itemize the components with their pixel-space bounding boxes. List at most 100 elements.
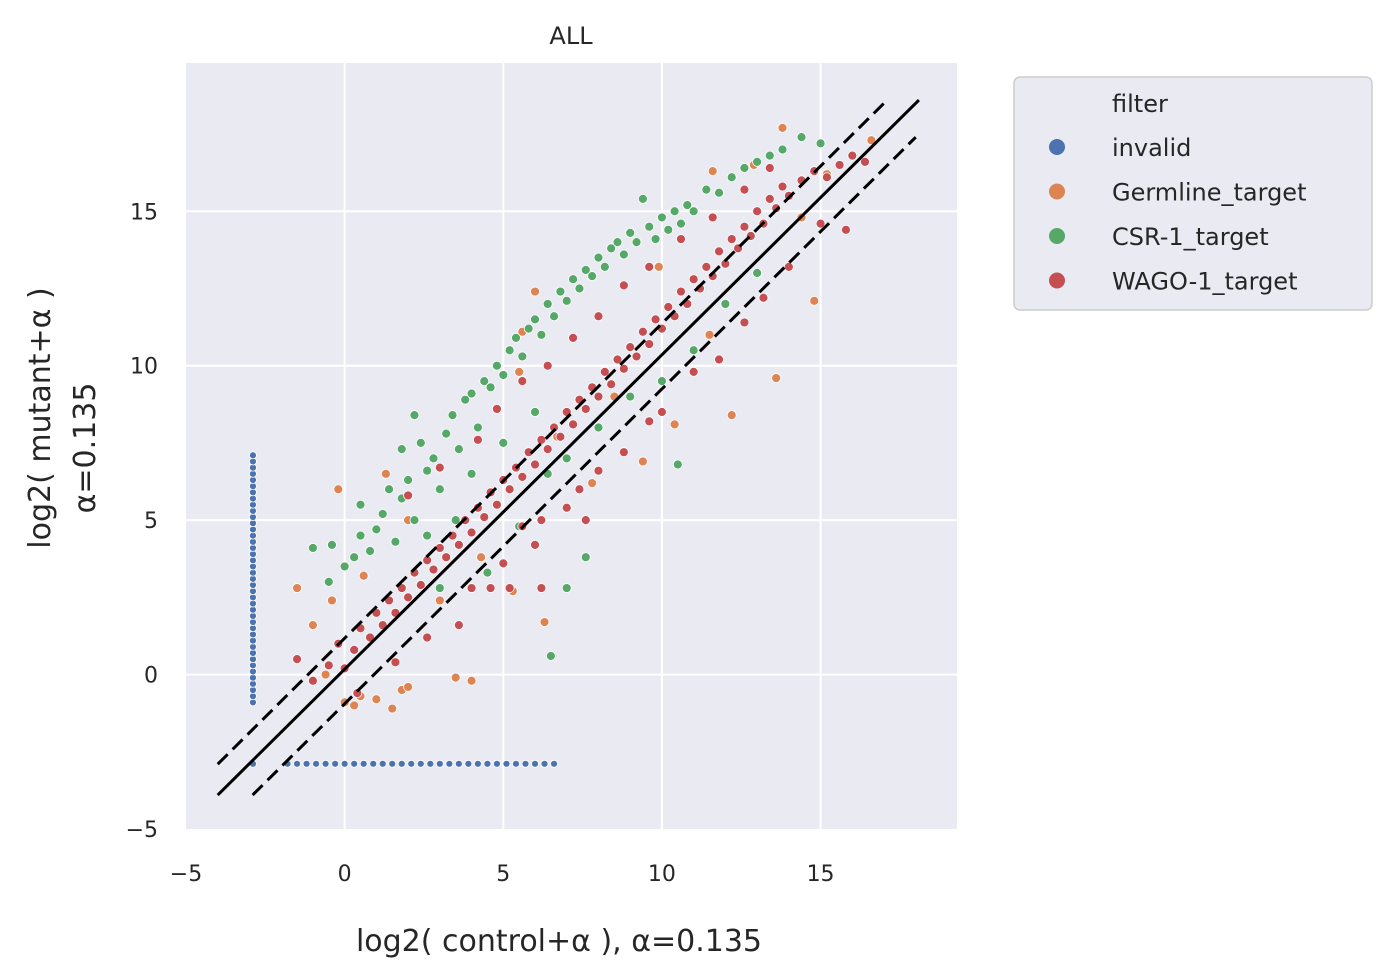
data-point [530,459,540,470]
data-point [637,326,648,337]
data-point [860,156,870,167]
data-point [688,274,699,285]
legend-marker [1049,272,1065,289]
data-point [333,484,344,495]
data-point [618,249,629,260]
data-point [587,478,598,488]
data-point [292,583,302,593]
data-point [531,759,539,768]
data-point [511,332,521,343]
dashed-line [216,102,886,766]
data-point [293,759,301,768]
data-point [752,206,763,217]
data-point [492,360,502,371]
data-point [434,484,445,495]
data-point [434,583,445,593]
data-point [504,484,515,495]
x-tick-label: 0 [338,862,352,887]
data-point [764,150,775,161]
data-point [422,530,433,541]
data-point [593,311,604,322]
data-point [530,407,540,417]
dashed-line [251,136,917,797]
data-point [512,759,520,768]
data-point [407,759,416,768]
data-point [371,524,382,535]
data-point [625,342,636,353]
series-CSR-1_target [308,132,826,661]
data-point [521,759,530,768]
data-point [637,456,648,467]
data-point [549,311,559,322]
data-point [434,462,445,473]
data-point [606,379,617,390]
data-point [561,583,572,593]
data-point [441,428,452,439]
data-point [672,459,683,470]
data-point [349,644,360,655]
data-point [388,759,397,768]
data-point [561,502,572,513]
data-point [542,299,553,309]
data-point [637,194,648,204]
data-point [669,206,680,217]
data-point [714,354,724,365]
data-point [555,431,566,442]
y-tick-label: 5 [144,509,158,534]
data-point [618,447,629,458]
data-point [539,617,550,627]
data-point [714,187,724,198]
data-point [434,595,445,606]
y-tick-label: 15 [130,200,158,225]
data-point [359,759,368,768]
legend-entries: invalid Germline_target CSR-1_target WAGO-1… [1049,134,1306,296]
x-axis-label: log2( control+α ), α=0.135 [356,924,762,959]
data-point [682,200,693,210]
data-point [726,172,737,183]
data-point [450,672,461,683]
data-point [403,592,413,603]
data-point [466,388,477,399]
data-point [625,227,636,238]
data-point [483,759,492,768]
data-point [701,184,712,195]
data-point [777,144,788,155]
data-point [676,286,686,297]
data-point [771,373,782,383]
data-point [625,391,636,402]
data-point [390,536,401,547]
data-point [580,265,591,275]
data-point [390,657,401,668]
data-point [504,583,515,593]
data-point [476,552,486,563]
data-point [783,261,794,272]
data-point [847,150,858,161]
data-point [502,759,511,768]
data-point [428,564,439,575]
data-point [612,354,623,365]
x-tick-label: 5 [496,862,510,887]
data-point [504,345,515,356]
data-point [416,759,425,768]
data-point [321,759,330,768]
data-point [834,160,845,170]
data-point [752,156,763,167]
data-point [536,434,547,445]
legend-label: invalid [1112,134,1191,162]
legend-title: filter [1112,90,1168,118]
data-point [460,394,471,405]
data-points [249,122,877,768]
data-point [464,759,473,768]
data-point [536,329,547,340]
data-point [599,366,610,377]
data-point [355,530,366,541]
data-point [688,366,699,377]
data-point [339,561,350,572]
legend: filter invalid Germline_target CSR-1_targe… [1013,76,1373,311]
data-point [542,444,553,454]
data-point [355,499,366,510]
solid-line [216,98,920,797]
data-point [555,286,566,297]
data-point [574,484,585,495]
data-point [312,759,320,768]
